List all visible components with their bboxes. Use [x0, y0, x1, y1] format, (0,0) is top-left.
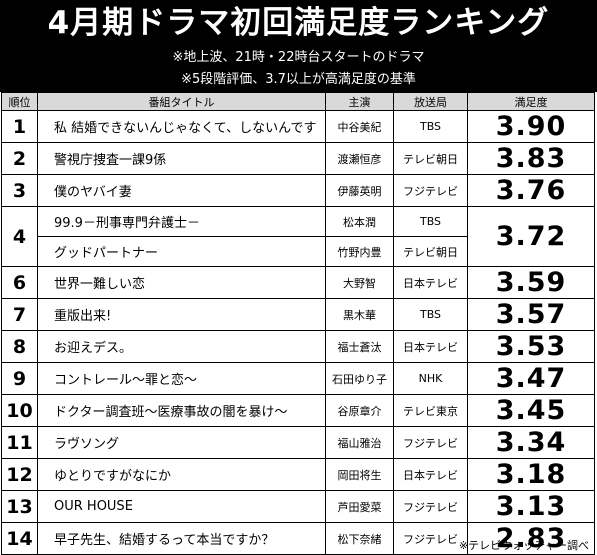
col-header-rank: 順位 [1, 92, 38, 111]
rank-cell: 3 [1, 174, 38, 207]
station-cell: TBS [393, 206, 468, 237]
score-cell: 3.53 [467, 330, 595, 363]
title-cell: ゆとりですがなにか [37, 458, 326, 491]
score-cell: 3.72 [467, 206, 595, 267]
subtitle-note-2: ※5段階評価、3.7以上が高満足度の基準 [181, 72, 416, 87]
station-cell: NHK [393, 362, 468, 395]
lead-cell: 福山雅治 [325, 426, 394, 459]
title-cell: ラヴソング [37, 426, 326, 459]
rank-cell: 2 [1, 142, 38, 175]
lead-cell: 黒木華 [325, 298, 394, 331]
score-cell: 2.83 [467, 522, 595, 555]
rank-cell: 9 [1, 362, 38, 395]
header-banner: 4月期ドラマ初回満足度ランキング ※地上波、21時・22時台スタートのドラマ ※… [0, 0, 597, 92]
score-cell: 3.47 [467, 362, 595, 395]
rank-cell: 11 [1, 426, 38, 459]
title-cell: 僕のヤバイ妻 [37, 174, 326, 207]
title-cell: 重版出来! [37, 298, 326, 331]
lead-cell: 中谷美紀 [325, 110, 394, 143]
station-cell: TBS [393, 110, 468, 143]
station-cell: テレビ朝日 [393, 142, 468, 175]
title-cell: 99.9－刑事専門弁護士－ [37, 206, 326, 237]
score-cell: 3.34 [467, 426, 595, 459]
rank-cell: 13 [1, 490, 38, 523]
lead-cell: 大野智 [325, 266, 394, 299]
ranking-table: 順位 番組タイトル 主演 放送局 満足度 1 私 結婚できないんじゃなくて、しな… [1, 92, 595, 555]
title-cell: 世界一難しい恋 [37, 266, 326, 299]
lead-cell: 伊藤英明 [325, 174, 394, 207]
rank-cell: 12 [1, 458, 38, 491]
title-cell: ドクター調査班～医療事故の闇を暴け～ [37, 394, 326, 427]
rank-cell: 8 [1, 330, 38, 363]
station-cell: 日本テレビ [393, 266, 468, 299]
title-cell: 私 結婚できないんじゃなくて、しないんです [37, 110, 326, 143]
table-row: 13 OUR HOUSE 芦田愛菜 フジテレビ 3.13 [1, 490, 595, 523]
table-row: 4 99.9－刑事専門弁護士－ 松本潤 TBS 3.72 [1, 206, 595, 267]
lead-cell: 谷原章介 [325, 394, 394, 427]
rank-cell: 6 [1, 266, 38, 299]
lead-cell: 松下奈緒 [325, 522, 394, 555]
table-row: 9 コントレール～罪と恋～ 石田ゆり子 NHK 3.47 [1, 362, 595, 395]
station-cell: テレビ東京 [393, 394, 468, 427]
station-cell: 日本テレビ [393, 458, 468, 491]
rank-cell: 4 [1, 206, 38, 267]
station-cell: TBS [393, 298, 468, 331]
rank-cell: 1 [1, 110, 38, 143]
station-cell: フジテレビ [393, 490, 468, 523]
score-cell: 3.83 [467, 142, 595, 175]
score-cell: 3.57 [467, 298, 595, 331]
table-row: 11 ラヴソング 福山雅治 フジテレビ 3.34 [1, 426, 595, 459]
table-row: 14 早子先生、結婚するって本当ですか？ 松下奈緒 フジテレビ 2.83 [1, 522, 595, 555]
station-cell: フジテレビ [393, 426, 468, 459]
title-cell: お迎えデス。 [37, 330, 326, 363]
lead-cell: 竹野内豊 [325, 236, 394, 267]
score-cell: 3.76 [467, 174, 595, 207]
table-row: 6 世界一難しい恋 大野智 日本テレビ 3.59 [1, 266, 595, 299]
col-header-station: 放送局 [393, 92, 468, 111]
title-cell: 早子先生、結婚するって本当ですか？ [37, 522, 326, 555]
lead-cell: 芦田愛菜 [325, 490, 394, 523]
source-note: ※テレビウォッチャー調べ [458, 539, 589, 552]
score-cell: 3.59 [467, 266, 595, 299]
col-header-score: 満足度 [467, 92, 595, 111]
table-row: 12 ゆとりですがなにか 岡田将生 日本テレビ 3.18 [1, 458, 595, 491]
table-row: 1 私 結婚できないんじゃなくて、しないんです 中谷美紀 TBS 3.90 [1, 110, 595, 143]
station-cell: テレビ朝日 [393, 236, 468, 267]
title-cell: グッドパートナー [37, 236, 326, 267]
station-cell: フジテレビ [393, 522, 468, 555]
station-cell: 日本テレビ [393, 330, 468, 363]
lead-cell: 渡瀬恒彦 [325, 142, 394, 175]
title-cell: コントレール～罪と恋～ [37, 362, 326, 395]
table-header-row: 順位 番組タイトル 主演 放送局 満足度 [1, 92, 595, 111]
station-cell: フジテレビ [393, 174, 468, 207]
score-cell: 3.45 [467, 394, 595, 427]
table-row: 3 僕のヤバイ妻 伊藤英明 フジテレビ 3.76 [1, 174, 595, 207]
table-row: グッドパートナー 竹野内豊 テレビ朝日 [2, 236, 595, 267]
title-cell: 警視庁捜査一課9係 [37, 142, 326, 175]
rank-cell: 14 [1, 522, 38, 555]
table-row: 8 お迎えデス。 福士蒼汰 日本テレビ 3.53 [1, 330, 595, 363]
lead-cell: 松本潤 [325, 206, 394, 237]
table-row: 7 重版出来! 黒木華 TBS 3.57 [1, 298, 595, 331]
title-cell: OUR HOUSE [37, 490, 326, 523]
table-row: 10 ドクター調査班～医療事故の闇を暴け～ 谷原章介 テレビ東京 3.45 [1, 394, 595, 427]
table-row: 2 警視庁捜査一課9係 渡瀬恒彦 テレビ朝日 3.83 [1, 142, 595, 175]
score-cell: 3.90 [467, 110, 595, 143]
score-cell: 3.13 [467, 490, 595, 523]
score-cell: 3.18 [467, 458, 595, 491]
col-header-title: 番組タイトル [37, 92, 326, 111]
page-title: 4月期ドラマ初回満足度ランキング [47, 5, 550, 41]
lead-cell: 石田ゆり子 [325, 362, 394, 395]
lead-cell: 岡田将生 [325, 458, 394, 491]
subtitle-note-1: ※地上波、21時・22時台スタートのドラマ [172, 50, 425, 65]
rank-cell: 10 [1, 394, 38, 427]
rank-cell: 7 [1, 298, 38, 331]
lead-cell: 福士蒼汰 [325, 330, 394, 363]
col-header-lead: 主演 [325, 92, 394, 111]
